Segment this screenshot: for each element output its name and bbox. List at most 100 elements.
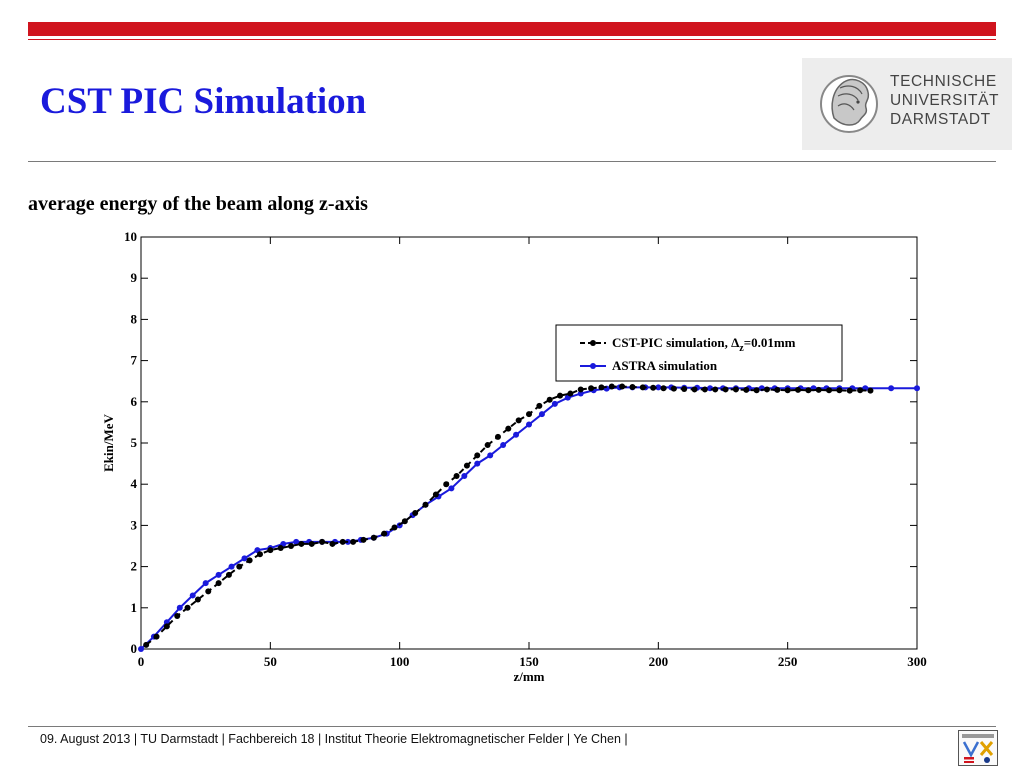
legend-box — [555, 324, 843, 382]
header-separator — [28, 161, 996, 162]
cst-pic-point — [660, 385, 667, 392]
cst-pic-point — [712, 386, 719, 393]
cst-pic-point — [174, 613, 181, 620]
cst-pic-point — [732, 386, 739, 393]
cst-pic-point — [422, 501, 429, 508]
astra-point — [228, 563, 235, 570]
y-tick-label: 3 — [131, 517, 138, 532]
cst-pic-point — [143, 641, 150, 648]
cst-pic-point — [557, 392, 564, 399]
cst-pic-point — [339, 538, 346, 545]
cst-pic-point — [795, 386, 802, 393]
y-tick-label: 10 — [124, 229, 137, 244]
cst-pic-point — [329, 540, 336, 547]
x-tick-label: 0 — [138, 654, 145, 669]
top-accent-bar — [28, 22, 996, 36]
cst-pic-point — [670, 385, 677, 392]
cst-pic-point — [784, 387, 791, 394]
logo-line-1: TECHNISCHE — [890, 73, 997, 90]
y-tick-label: 9 — [131, 270, 138, 285]
cst-pic-point — [370, 534, 377, 541]
cst-pic-point — [494, 433, 501, 440]
y-tick-label: 0 — [131, 641, 138, 656]
astra-point — [202, 580, 209, 587]
cst-pic-point — [650, 384, 657, 391]
footer-separator — [28, 726, 996, 727]
cst-pic-point — [515, 417, 522, 424]
astra-point — [189, 592, 196, 599]
y-tick-label: 7 — [131, 353, 138, 368]
x-tick-label: 200 — [649, 654, 669, 669]
cst-pic-point — [474, 452, 481, 459]
chart-axes — [140, 236, 918, 650]
cst-pic-point — [567, 390, 574, 397]
top-accent-line — [28, 39, 996, 40]
cst-pic-point — [194, 596, 201, 603]
legend-cst-delta: Δ — [731, 335, 739, 350]
cst-pic-point — [308, 540, 315, 547]
chart-legend: CST-PIC simulation, Δz=0.01mm ASTRA simu… — [555, 324, 843, 382]
cst-pic-point — [722, 386, 729, 393]
cst-pic-point — [225, 571, 232, 578]
cst-pic-point — [453, 472, 460, 479]
y-tick-label: 8 — [131, 311, 138, 326]
y-tick-label: 2 — [131, 559, 138, 574]
y-axis-label: Ekin/MeV — [101, 414, 116, 472]
x-tick-label: 150 — [519, 654, 539, 669]
logo-line-2: UNIVERSITÄT — [890, 92, 1000, 109]
legend-astra-label: ASTRA simulation — [612, 358, 718, 373]
astra-point — [176, 604, 183, 611]
cst-pic-point — [526, 411, 532, 418]
cst-pic-point — [401, 518, 408, 525]
legend-cst-main: CST-PIC simulation, — [612, 335, 731, 350]
cst-pic-point — [432, 491, 439, 498]
athena-head-icon — [820, 75, 878, 133]
cst-pic-point — [350, 538, 357, 545]
astra-point — [215, 571, 222, 578]
cst-pic-point — [577, 386, 584, 393]
cst-pic-point — [629, 383, 636, 390]
astra-point — [293, 538, 300, 545]
astra-point — [513, 431, 520, 438]
cst-pic-point — [381, 530, 388, 537]
cst-pic-point — [743, 386, 750, 393]
cst-pic-point — [246, 557, 253, 564]
astra-point — [241, 555, 248, 562]
cst-pic-point — [763, 386, 770, 393]
cst-pic-point — [153, 633, 160, 640]
temf-logo — [958, 730, 998, 766]
legend-cst-label: CST-PIC simulation, Δz=0.01mm — [612, 335, 796, 354]
cst-pic-point — [867, 387, 874, 394]
y-tick-label: 4 — [131, 476, 138, 491]
slide-subtitle: average energy of the beam along z-axis — [28, 193, 368, 215]
cst-pic-point — [256, 551, 263, 558]
cst-pic-point — [205, 588, 212, 595]
cst-pic-point — [277, 545, 284, 552]
cst-pic-point — [360, 536, 367, 543]
x-tick-label: 300 — [907, 654, 927, 669]
astra-point — [538, 411, 545, 418]
cst-pic-point — [805, 387, 812, 394]
temf-logo-icon — [962, 734, 994, 763]
cst-pic-point — [681, 386, 688, 393]
cst-pic-point — [463, 462, 470, 469]
cst-pic-point — [619, 383, 626, 390]
cst-pic-point — [505, 425, 512, 432]
cst-pic-point — [836, 387, 843, 394]
cst-pic-point — [608, 383, 615, 390]
cst-pic-point — [815, 386, 822, 393]
astra-point — [526, 421, 532, 428]
slide-footer: 09. August 2013 | TU Darmstadt | Fachber… — [40, 732, 628, 746]
cst-pic-point — [443, 481, 450, 488]
cst-pic-point — [701, 386, 708, 393]
y-tick-label: 5 — [131, 435, 138, 450]
plot-frame — [140, 236, 918, 650]
slide-title: CST PIC Simulation — [40, 81, 367, 122]
legend-astra-marker — [590, 363, 596, 369]
chart-ticks: 0 50 100 150 200 250 300 0 1 2 3 4 5 6 7 8 9 10 — [124, 229, 927, 669]
astra-point — [487, 452, 494, 459]
x-tick-label: 100 — [390, 654, 410, 669]
legend-cst-tail: =0.01mm — [744, 335, 796, 350]
logo-wordmark: TECHNISCHE UNIVERSITÄT DARMSTADT — [890, 72, 999, 129]
